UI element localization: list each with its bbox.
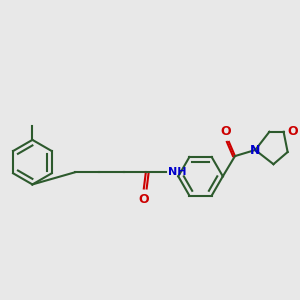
Text: O: O [288,125,298,138]
Text: N: N [250,143,260,157]
Text: O: O [221,125,231,138]
Text: O: O [139,193,149,206]
Text: NH: NH [168,167,187,177]
